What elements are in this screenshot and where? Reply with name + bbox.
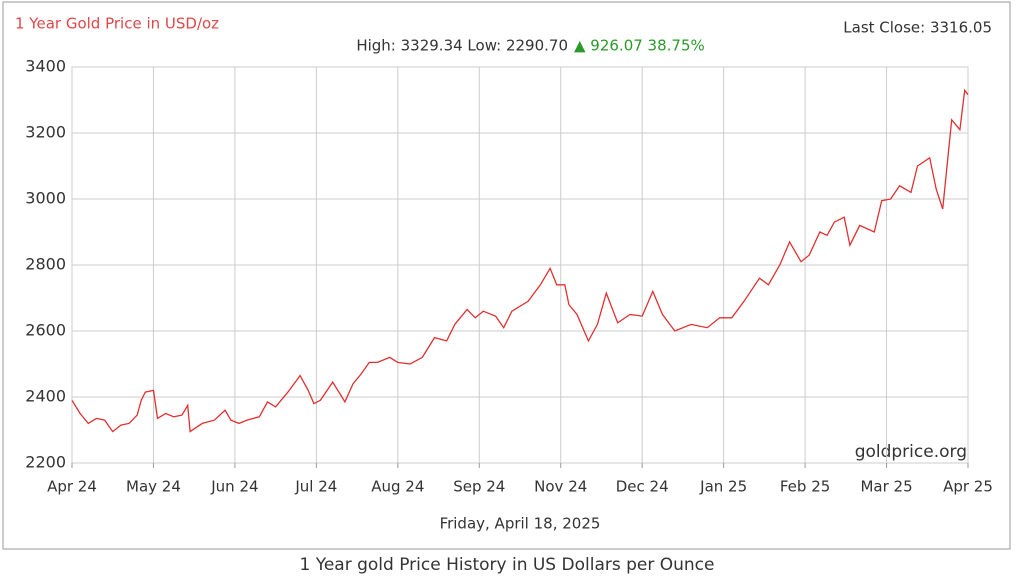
x-tick-label: Mar 25: [860, 478, 912, 496]
y-tick-label: 3400: [25, 57, 66, 76]
x-tick-label: Aug 24: [371, 478, 424, 496]
y-tick-label: 2600: [25, 321, 66, 340]
y-tick-label: 2400: [25, 387, 66, 406]
y-tick-label: 2800: [25, 255, 66, 274]
x-tick-label: May 24: [126, 478, 181, 496]
watermark: goldprice.org: [855, 442, 967, 462]
y-tick-label: 2200: [25, 453, 66, 472]
x-tick-label: Feb 25: [780, 478, 830, 496]
y-tick-label: 3200: [25, 123, 66, 142]
last-close: Last Close: 3316.05: [843, 19, 992, 37]
chart-frame: [2, 1, 1011, 550]
x-tick-label: Jun 24: [210, 478, 258, 496]
x-tick-label: Apr 25: [943, 478, 993, 496]
y-tick-label: 3000: [25, 189, 66, 208]
x-tick-label: Apr 24: [47, 478, 97, 496]
x-tick-label: Jul 24: [294, 478, 337, 496]
x-tick-label: Dec 24: [616, 478, 669, 496]
high-low: High: 3329.34 Low: 2290.70: [356, 37, 568, 55]
chart-title: 1 Year Gold Price in USD/oz: [15, 15, 219, 33]
caption: 1 Year gold Price History in US Dollars …: [299, 555, 714, 575]
x-axis-label: Friday, April 18, 2025: [440, 515, 601, 533]
change: ▲ 926.07 38.75%: [574, 37, 705, 55]
x-tick-label: Sep 24: [453, 478, 505, 496]
price-line: [71, 88, 969, 433]
x-tick-label: Nov 24: [534, 478, 587, 496]
x-tick-label: Jan 25: [699, 478, 747, 496]
